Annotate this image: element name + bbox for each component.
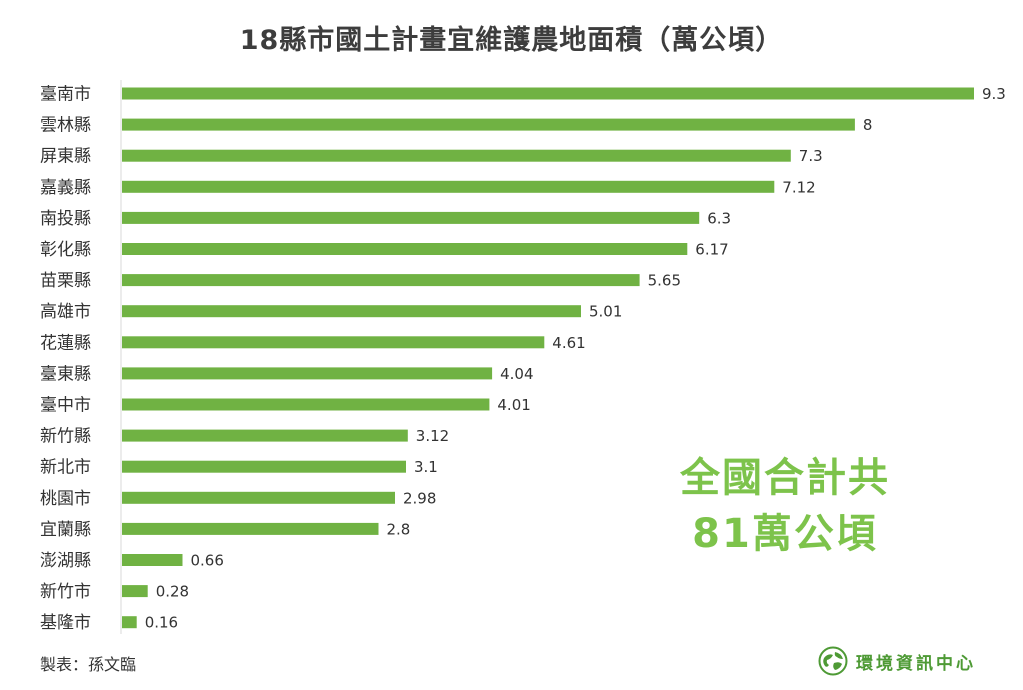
category-label: 臺東縣	[40, 364, 91, 384]
bar	[122, 305, 581, 318]
credit-text: 製表：孫文臨	[40, 655, 137, 674]
value-label: 6.17	[695, 241, 728, 259]
bar	[122, 616, 137, 629]
category-label: 花蓮縣	[40, 333, 91, 353]
value-label: 2.8	[387, 520, 411, 538]
value-label: 0.28	[156, 583, 189, 601]
bar	[122, 180, 775, 193]
bar	[122, 211, 700, 224]
value-label: 4.61	[552, 334, 585, 352]
value-label: 3.12	[416, 427, 449, 445]
value-label: 3.1	[414, 458, 438, 476]
category-label: 臺南市	[40, 85, 91, 105]
brand: 環境資訊中心	[818, 645, 976, 677]
category-label: 新北市	[40, 458, 91, 478]
category-label: 彰化縣	[40, 240, 91, 260]
category-label: 宜蘭縣	[40, 520, 91, 540]
bar	[122, 87, 974, 100]
bar	[122, 336, 545, 349]
chart-title: 18縣市國土計畫宜維護農地面積（萬公頃）	[239, 25, 784, 56]
value-label: 7.12	[782, 178, 815, 196]
bar	[122, 460, 406, 473]
bar	[122, 274, 640, 287]
value-label: 6.3	[707, 209, 731, 227]
bars-layer: 臺南市 9.3 雲林縣 8 屏東縣 7.3 嘉義縣 7.12 南投縣 6.3 彰化縣 6.17 苗栗縣 5…	[40, 85, 1006, 634]
bar	[122, 149, 791, 162]
category-label: 高雄市	[40, 302, 91, 322]
value-label: 2.98	[403, 489, 436, 507]
value-label: 4.01	[497, 396, 530, 414]
category-label: 屏東縣	[40, 147, 91, 167]
category-label: 苗栗縣	[40, 271, 91, 291]
brand-name: 環境資訊中心	[856, 653, 976, 674]
bar	[122, 491, 395, 504]
category-label: 澎湖縣	[40, 551, 91, 571]
category-label: 基隆市	[40, 613, 91, 633]
category-label: 南投縣	[40, 209, 91, 229]
bar	[122, 118, 855, 131]
total-callout: 全國合計共 81萬公頃	[660, 450, 910, 562]
bar	[122, 522, 379, 535]
category-label: 桃園市	[40, 489, 91, 509]
value-label: 4.04	[500, 365, 533, 383]
bar	[122, 585, 148, 598]
value-label: 5.65	[648, 272, 681, 290]
category-label: 新竹縣	[40, 427, 91, 447]
value-label: 9.3	[982, 85, 1006, 103]
bar	[122, 243, 688, 255]
bar	[122, 398, 490, 411]
value-label: 8	[863, 116, 873, 134]
bar	[122, 367, 493, 380]
bar	[122, 429, 408, 442]
category-label: 臺中市	[40, 396, 91, 416]
value-label: 0.66	[191, 552, 224, 570]
value-label: 7.3	[799, 147, 823, 165]
total-callout-line1: 全國合計共	[680, 455, 890, 501]
value-label: 5.01	[589, 303, 622, 321]
bar	[122, 554, 183, 566]
earth-leaf-icon	[818, 646, 848, 676]
total-callout-line2: 81萬公頃	[692, 511, 878, 557]
category-label: 雲林縣	[40, 116, 91, 136]
value-label: 0.16	[145, 614, 178, 632]
category-label: 嘉義縣	[40, 178, 91, 198]
category-label: 新竹市	[40, 582, 91, 602]
